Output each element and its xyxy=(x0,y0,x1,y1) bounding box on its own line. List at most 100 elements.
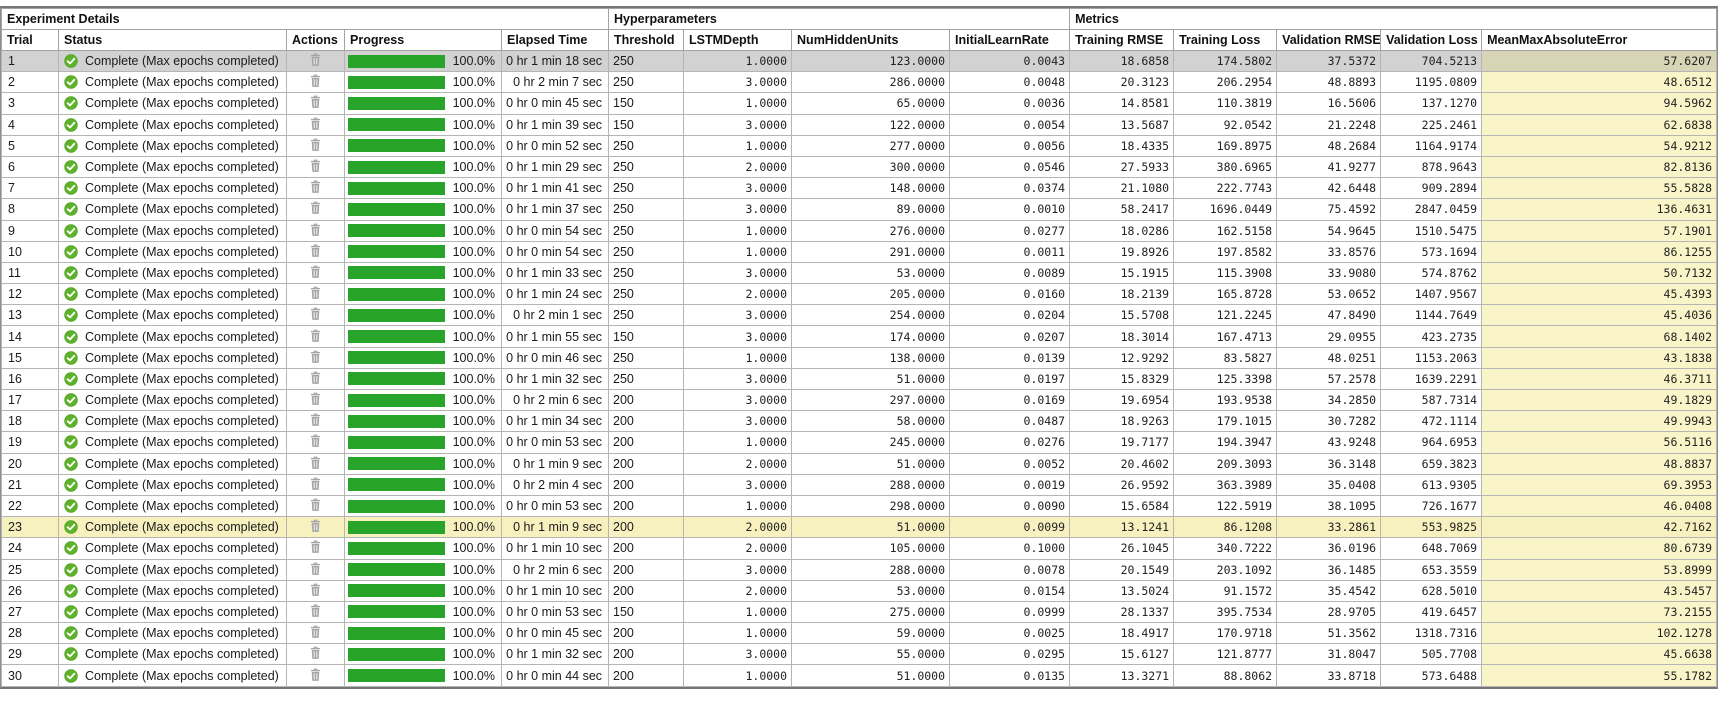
trash-icon[interactable] xyxy=(310,583,321,596)
trash-icon[interactable] xyxy=(310,604,321,617)
group-header-row: Experiment Details Hyperparameters Metri… xyxy=(0,8,1717,30)
trash-icon[interactable] xyxy=(310,646,321,660)
trash-icon[interactable] xyxy=(310,456,321,469)
trash-icon[interactable] xyxy=(310,159,321,172)
trial-row[interactable]: 3 Complete (Max epochs completed) 100.0% 0 … xyxy=(1,92,1717,115)
trial-row[interactable]: 5 Complete (Max epochs completed) 100.0% 0 … xyxy=(1,134,1717,157)
mean-max-abs-error-cell: 57.1901 xyxy=(1481,219,1717,242)
trial-row[interactable]: 8 Complete (Max epochs completed) 100.0% 0 … xyxy=(1,198,1717,221)
trial-row[interactable]: 6 Complete (Max epochs completed) 100.0% 0 … xyxy=(1,155,1717,179)
trash-icon[interactable] xyxy=(310,350,321,363)
trial-row[interactable]: 28 Complete (Max epochs completed) 100.0% 0… xyxy=(1,622,1717,645)
trash-icon[interactable] xyxy=(310,138,321,151)
col-header-initial-learn-rate[interactable]: InitialLearnRate xyxy=(949,29,1071,51)
training-rmse-cell: 15.6584 xyxy=(1069,494,1175,518)
validation-loss-cell: 628.5010 xyxy=(1380,579,1483,602)
trial-row[interactable]: 26 Complete (Max epochs completed) 100.0% 0… xyxy=(1,579,1717,602)
trial-row[interactable]: 15 Complete (Max epochs completed) 100.0% 0… xyxy=(1,346,1717,369)
trash-icon[interactable] xyxy=(310,413,321,427)
status-label: Complete (Max epochs completed) xyxy=(85,181,279,196)
col-header-trial[interactable]: Trial xyxy=(1,29,59,51)
col-header-actions[interactable]: Actions xyxy=(286,29,345,51)
trash-icon[interactable] xyxy=(310,74,321,88)
trash-icon[interactable] xyxy=(310,286,321,300)
trial-row[interactable]: 25 Complete (Max epochs completed) 100.0% 0… xyxy=(1,558,1717,581)
trial-row[interactable]: 24 Complete (Max epochs completed) 100.0% 0… xyxy=(1,537,1717,560)
trash-icon[interactable] xyxy=(310,392,321,405)
initial-learn-rate-cell: 0.0154 xyxy=(949,579,1071,602)
elapsed-time-cell: 0 hr 1 min 10 sec xyxy=(500,579,610,602)
trial-row[interactable]: 2 Complete (Max epochs completed) 100.0% 0 … xyxy=(1,71,1717,94)
col-header-lstm-depth[interactable]: LSTMDepth xyxy=(683,29,793,51)
trial-row[interactable]: 14 Complete (Max epochs completed) 100.0% 0… xyxy=(1,325,1717,348)
trial-row[interactable]: 17 Complete (Max epochs completed) 100.0% 0… xyxy=(1,388,1717,412)
trial-row[interactable]: 21 Complete (Max epochs completed) 100.0% 0… xyxy=(1,473,1717,496)
trial-row[interactable]: 9 Complete (Max epochs completed) 100.0% 0 … xyxy=(1,219,1717,242)
trial-row[interactable]: 1 Complete (Max epochs completed) 100.0% 0 … xyxy=(1,49,1717,73)
trial-row[interactable]: 23 Complete (Max epochs completed) 100.0% 0… xyxy=(1,516,1717,539)
trial-row[interactable]: 13 Complete (Max epochs completed) 100.0% 0… xyxy=(1,304,1717,327)
num-hidden-units-cell: 276.0000 xyxy=(791,219,951,242)
trial-row[interactable]: 10 Complete (Max epochs completed) 100.0% 0… xyxy=(1,240,1717,263)
trash-icon[interactable] xyxy=(310,519,321,533)
trash-icon[interactable] xyxy=(310,329,321,342)
mean-max-abs-error-cell: 48.8837 xyxy=(1481,452,1717,475)
trial-row[interactable]: 22 Complete (Max epochs completed) 100.0% 0… xyxy=(1,494,1717,518)
col-header-num-hidden-units[interactable]: NumHiddenUnits xyxy=(791,29,951,51)
trash-icon[interactable] xyxy=(310,371,321,384)
trial-row[interactable]: 29 Complete (Max epochs completed) 100.0% 0… xyxy=(1,643,1717,666)
mean-max-abs-error-cell: 54.9212 xyxy=(1481,134,1717,157)
trial-row[interactable]: 30 Complete (Max epochs completed) 100.0% 0… xyxy=(1,664,1717,687)
trash-icon[interactable] xyxy=(310,540,321,554)
col-header-validation-loss[interactable]: Validation Loss xyxy=(1380,29,1483,51)
initial-learn-rate-cell: 0.0010 xyxy=(949,198,1071,221)
trial-row[interactable]: 12 Complete (Max epochs completed) 100.0% 0… xyxy=(1,283,1717,306)
trial-row[interactable]: 4 Complete (Max epochs completed) 100.0% 0 … xyxy=(1,113,1717,136)
col-header-mean-max-absolute-error[interactable]: MeanMaxAbsoluteError xyxy=(1481,29,1717,51)
col-header-threshold[interactable]: Threshold xyxy=(608,29,685,51)
status-cell: Complete (Max epochs completed) xyxy=(58,155,287,179)
progress-cell: 100.0% xyxy=(344,240,502,263)
trash-icon[interactable] xyxy=(310,117,321,130)
progress-label: 100.0% xyxy=(452,520,495,535)
status-label: Complete (Max epochs completed) xyxy=(85,371,279,386)
trash-icon[interactable] xyxy=(310,244,321,257)
col-header-training-loss[interactable]: Training Loss xyxy=(1173,29,1278,51)
trial-row[interactable]: 7 Complete (Max epochs completed) 100.0% 0 … xyxy=(1,177,1717,200)
col-header-status[interactable]: Status xyxy=(58,29,287,51)
trial-row[interactable]: 20 Complete (Max epochs completed) 100.0% 0… xyxy=(1,452,1717,475)
num-hidden-units-cell: 51.0000 xyxy=(791,516,951,539)
lstm-depth-cell: 2.0000 xyxy=(683,537,793,560)
trial-row[interactable]: 18 Complete (Max epochs completed) 100.0% 0… xyxy=(1,410,1717,433)
trash-icon[interactable] xyxy=(310,265,321,278)
trial-row[interactable]: 19 Complete (Max epochs completed) 100.0% 0… xyxy=(1,431,1717,454)
trash-icon[interactable] xyxy=(310,477,321,490)
col-header-elapsed-time[interactable]: Elapsed Time xyxy=(500,29,610,51)
trash-icon[interactable] xyxy=(310,562,321,575)
trash-icon[interactable] xyxy=(310,53,321,66)
training-loss-cell: 197.8582 xyxy=(1173,240,1278,263)
trash-icon[interactable] xyxy=(310,307,321,321)
status-label: Complete (Max epochs completed) xyxy=(85,626,279,641)
validation-loss-cell: 1164.9174 xyxy=(1380,134,1483,157)
col-header-training-rmse[interactable]: Training RMSE xyxy=(1069,29,1175,51)
training-rmse-cell: 18.2139 xyxy=(1069,283,1175,306)
trash-icon[interactable] xyxy=(310,180,321,194)
trash-icon[interactable] xyxy=(310,434,321,448)
trash-icon[interactable] xyxy=(310,95,321,109)
elapsed-time-cell: 0 hr 1 min 9 sec xyxy=(500,516,610,539)
training-rmse-cell: 20.4602 xyxy=(1069,452,1175,475)
trash-icon[interactable] xyxy=(310,223,321,236)
col-header-validation-rmse[interactable]: Validation RMSE xyxy=(1276,29,1382,51)
trash-icon[interactable] xyxy=(310,201,321,215)
trash-icon[interactable] xyxy=(310,668,321,681)
initial-learn-rate-cell: 0.0487 xyxy=(949,410,1071,433)
trial-row[interactable]: 27 Complete (Max epochs completed) 100.0% 0… xyxy=(1,600,1717,624)
trash-icon[interactable] xyxy=(310,625,321,639)
trial-row[interactable]: 11 Complete (Max epochs completed) 100.0% 0… xyxy=(1,261,1717,285)
trial-row[interactable]: 16 Complete (Max epochs completed) 100.0% 0… xyxy=(1,367,1717,391)
trash-icon[interactable] xyxy=(310,498,321,511)
col-header-progress[interactable]: Progress xyxy=(344,29,502,51)
status-label: Complete (Max epochs completed) xyxy=(85,647,279,662)
num-hidden-units-cell: 254.0000 xyxy=(791,304,951,327)
